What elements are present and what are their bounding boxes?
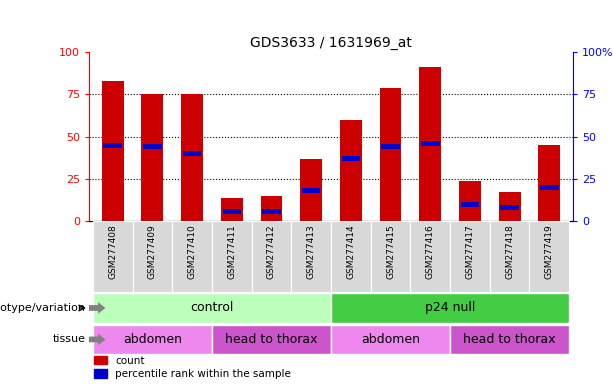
- Bar: [102, 81, 124, 221]
- Bar: [371, 221, 411, 292]
- Bar: [181, 94, 203, 221]
- Bar: [331, 324, 450, 354]
- Bar: [212, 221, 251, 292]
- Bar: [538, 145, 560, 221]
- Bar: [132, 221, 172, 292]
- Bar: [331, 221, 371, 292]
- Bar: [499, 192, 520, 221]
- Text: GSM277412: GSM277412: [267, 225, 276, 280]
- Text: GSM277410: GSM277410: [188, 225, 197, 280]
- Text: GSM277415: GSM277415: [386, 225, 395, 280]
- Text: abdomen: abdomen: [361, 333, 420, 346]
- Bar: [143, 144, 162, 149]
- Bar: [379, 88, 402, 221]
- Text: GSM277411: GSM277411: [227, 225, 236, 280]
- Bar: [381, 144, 400, 149]
- Bar: [302, 188, 321, 193]
- Bar: [212, 324, 331, 354]
- Bar: [93, 324, 212, 354]
- Text: GSM277413: GSM277413: [306, 225, 316, 280]
- Bar: [411, 221, 450, 292]
- Text: GSM277416: GSM277416: [426, 225, 435, 280]
- Bar: [459, 180, 481, 221]
- Text: GSM277408: GSM277408: [109, 225, 117, 280]
- Bar: [93, 293, 331, 323]
- Bar: [142, 94, 163, 221]
- Text: tissue: tissue: [53, 334, 86, 344]
- Bar: [291, 221, 331, 292]
- Bar: [530, 221, 569, 292]
- Bar: [331, 293, 569, 323]
- Legend: count, percentile rank within the sample: count, percentile rank within the sample: [94, 356, 291, 379]
- Text: p24 null: p24 null: [425, 301, 475, 314]
- Text: head to thorax: head to thorax: [225, 333, 318, 346]
- Text: GSM277409: GSM277409: [148, 225, 157, 280]
- Bar: [261, 196, 283, 221]
- Text: genotype/variation: genotype/variation: [0, 303, 86, 313]
- Bar: [341, 156, 360, 161]
- Bar: [461, 202, 479, 207]
- Bar: [340, 120, 362, 221]
- Title: GDS3633 / 1631969_at: GDS3633 / 1631969_at: [250, 36, 412, 50]
- Bar: [540, 185, 558, 190]
- Bar: [93, 221, 132, 292]
- Bar: [421, 141, 440, 146]
- Bar: [251, 221, 291, 292]
- Bar: [104, 142, 122, 148]
- Text: GSM277418: GSM277418: [505, 225, 514, 280]
- Text: GSM277419: GSM277419: [545, 225, 554, 280]
- Bar: [223, 209, 241, 214]
- Bar: [262, 209, 281, 214]
- Text: abdomen: abdomen: [123, 333, 182, 346]
- Bar: [500, 205, 519, 210]
- Text: head to thorax: head to thorax: [463, 333, 556, 346]
- Text: GSM277417: GSM277417: [465, 225, 474, 280]
- Text: GSM277414: GSM277414: [346, 225, 356, 280]
- Text: control: control: [190, 301, 234, 314]
- Bar: [300, 159, 322, 221]
- Bar: [172, 221, 212, 292]
- Bar: [419, 68, 441, 221]
- Bar: [221, 197, 243, 221]
- Bar: [183, 151, 201, 156]
- Bar: [450, 221, 490, 292]
- Bar: [450, 324, 569, 354]
- Bar: [490, 221, 530, 292]
